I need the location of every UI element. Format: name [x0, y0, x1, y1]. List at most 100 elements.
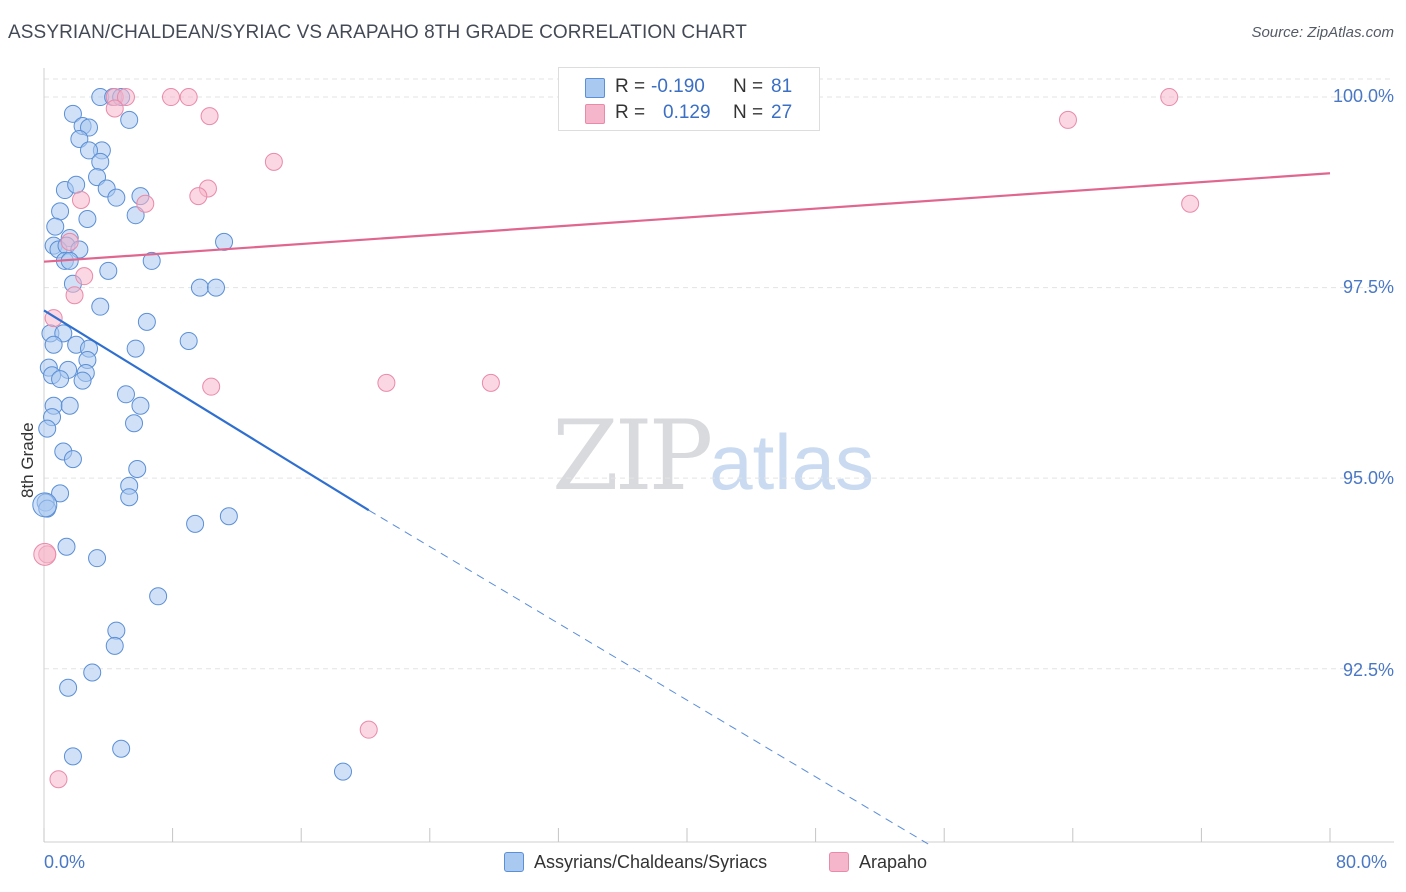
bottom-legend-swatch-pink — [829, 852, 849, 872]
legend-r-label: R = — [615, 76, 646, 97]
watermark: ZIPatlas — [552, 400, 874, 512]
assyrians-point-20 — [46, 217, 65, 236]
arapaho-point-19 — [377, 373, 396, 392]
assyrians-point-29 — [99, 261, 118, 280]
assyrians-point-65 — [186, 514, 205, 533]
legend-n-label: N = — [733, 102, 764, 123]
arapaho-point-13 — [1181, 194, 1200, 213]
assyrians-point-48 — [51, 370, 70, 389]
bottom-legend-arapaho: Arapaho — [829, 852, 927, 873]
arapaho-point-7 — [1058, 110, 1077, 129]
source-credit: Source: ZipAtlas.com — [1251, 24, 1394, 41]
assyrians-point-13 — [67, 175, 86, 194]
assyrians-point-53 — [131, 396, 150, 415]
legend-r-label: R = — [615, 102, 646, 123]
arapaho-point-6 — [105, 99, 124, 118]
axes — [43, 68, 1394, 843]
x-tick-label-min: 0.0% — [44, 852, 86, 872]
stats-legend: R = -0.190 N = 81 R = 0.129 N = 27 — [558, 67, 820, 131]
arapaho-point-12 — [71, 190, 90, 209]
assyrians-point-52 — [60, 396, 79, 415]
assyrians-point-73 — [59, 678, 78, 697]
y-tick-label-97-5: 97.5% — [1342, 277, 1394, 297]
assyrians-point-3 — [63, 104, 82, 123]
arapaho-point-2 — [161, 88, 180, 107]
assyrians-point-40 — [179, 331, 198, 350]
assyrians-point-56 — [38, 419, 57, 438]
assyrians-point-75 — [112, 739, 131, 758]
arapaho-point-8 — [264, 152, 283, 171]
bottom-legend-swatch-blue — [504, 852, 524, 872]
assyrians-trend-line — [43, 309, 370, 512]
x-tick-label-max: 80.0% — [1336, 852, 1388, 872]
assyrians-trend-extension — [368, 509, 929, 845]
assyrians-point-9 — [80, 141, 99, 160]
assyrians-point-35 — [137, 312, 156, 331]
arapaho-point-1 — [116, 88, 135, 107]
assyrians-point-62 — [120, 488, 139, 507]
y-axis-title: 8th Grade — [18, 422, 37, 498]
arapaho-trend-line — [43, 172, 1331, 263]
assyrians-point-58 — [63, 450, 82, 469]
assyrians-point-42 — [44, 335, 63, 354]
assyrians-point-6 — [120, 110, 139, 129]
assyrians-point-30 — [142, 251, 161, 270]
bottom-legend-label-assyrians: Assyrians/Chaldeans/Syriacs — [534, 852, 768, 872]
legend-swatch-blue — [585, 78, 605, 98]
assyrians-point-69 — [149, 587, 168, 606]
assyrians-point-17 — [51, 202, 70, 221]
watermark-atlas: atlas — [709, 418, 874, 506]
bottom-legend-assyrians: Assyrians/Chaldeans/Syriacs — [504, 852, 767, 873]
assyrians-point-59 — [128, 460, 147, 479]
assyrians-point-50 — [116, 385, 135, 404]
assyrians-point-72 — [83, 663, 102, 682]
arapaho-point-11 — [136, 194, 155, 213]
assyrians-point-49 — [73, 371, 92, 390]
assyrians-point-18 — [78, 210, 97, 229]
assyrians-point-68 — [88, 549, 107, 568]
arapaho-point-14 — [60, 232, 79, 251]
legend-swatch-pink — [585, 104, 605, 124]
arapaho-point-large — [33, 542, 57, 566]
assyrians-point-32 — [190, 278, 209, 297]
arapaho-point-22 — [359, 720, 378, 739]
assyrians-point-61 — [51, 484, 70, 503]
assyrians-point-55 — [125, 414, 144, 433]
y-tick-label-92-5: 92.5% — [1342, 660, 1394, 680]
legend-r-value: 0.129 — [663, 102, 711, 123]
arapaho-point-23 — [49, 770, 68, 789]
arapaho-point-3 — [179, 88, 198, 107]
assyrians-point-34 — [91, 297, 110, 316]
assyrians-point-67 — [57, 537, 76, 556]
gridlines — [44, 78, 1394, 670]
arapaho-point-20 — [481, 373, 500, 392]
arapaho-point-4 — [1160, 88, 1179, 107]
y-tick-label-95: 95.0% — [1342, 468, 1394, 488]
assyrians-point-large — [32, 492, 58, 518]
series-arapaho-points — [33, 88, 1200, 789]
assyrians-point-66 — [219, 507, 238, 526]
assyrians-point-10 — [91, 152, 110, 171]
arapaho-point-16 — [65, 286, 84, 305]
arapaho-point-15 — [75, 267, 94, 286]
assyrians-point-70 — [107, 621, 126, 640]
arapaho-point-10 — [189, 187, 208, 206]
assyrians-point-76 — [333, 762, 352, 781]
legend-r-value: -0.190 — [651, 76, 705, 97]
legend-n-value: 81 — [771, 76, 793, 97]
assyrians-point-15 — [107, 188, 126, 207]
chart-title: ASSYRIAN/CHALDEAN/SYRIAC VS ARAPAHO 8TH … — [8, 22, 748, 43]
assyrians-point-33 — [207, 278, 226, 297]
assyrians-point-71 — [105, 636, 124, 655]
legend-n-value: 27 — [771, 102, 793, 123]
watermark-zip: ZIP — [552, 400, 713, 512]
bottom-legend-label-arapaho: Arapaho — [859, 852, 928, 872]
assyrians-point-74 — [63, 747, 82, 766]
arapaho-point-18 — [202, 377, 221, 396]
trend-lines — [43, 172, 1331, 845]
y-tick-label-100: 100.0% — [1332, 86, 1394, 106]
legend-n-label: N = — [733, 76, 764, 97]
assyrians-point-41 — [126, 339, 145, 358]
arapaho-point-5 — [200, 107, 219, 126]
